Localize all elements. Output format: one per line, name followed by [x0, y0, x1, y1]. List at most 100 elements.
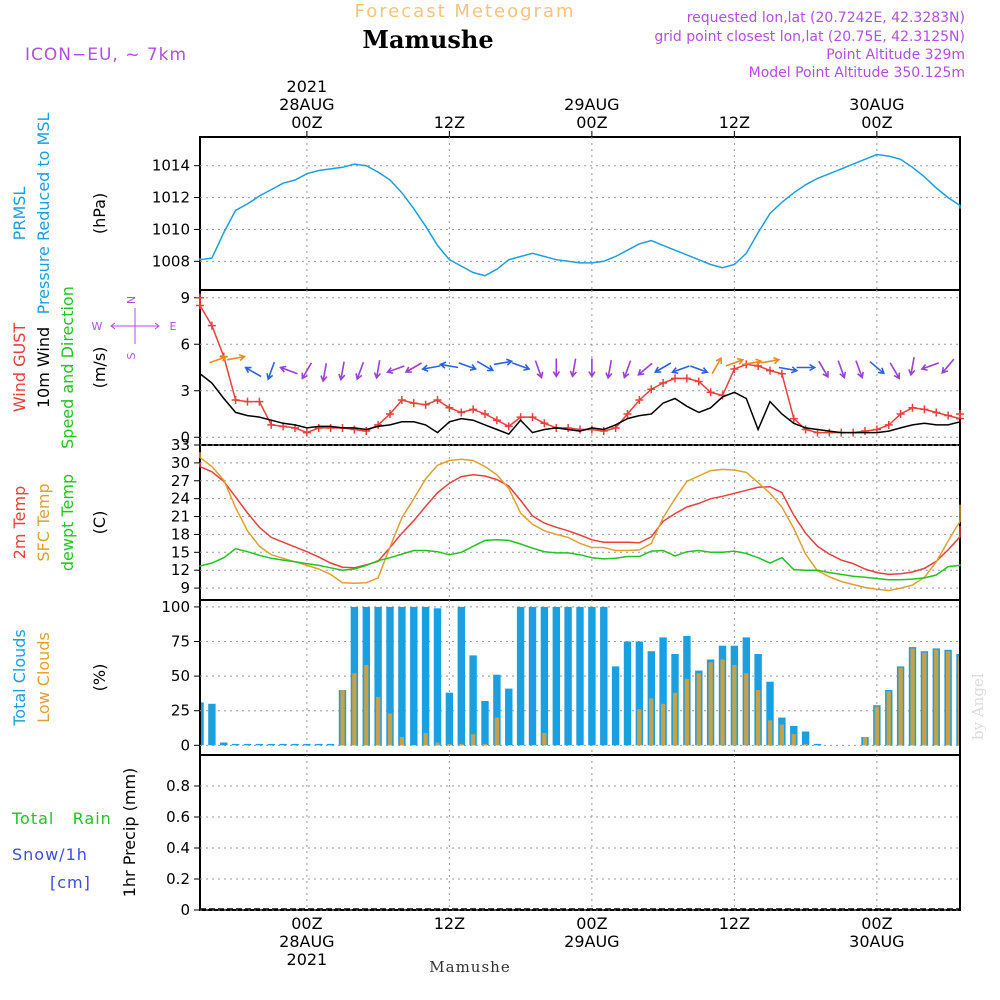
wind-direction-arrow — [855, 360, 864, 379]
wind-gust-marker — [326, 423, 335, 432]
clouds-bar-total-clouds — [398, 606, 406, 746]
clouds-bar-low-clouds — [672, 692, 678, 746]
wind-direction-arrow — [279, 365, 298, 375]
wind-gust-marker — [956, 410, 964, 418]
wind-gust-marker — [694, 377, 703, 386]
top-time-label: 00Z — [861, 113, 892, 132]
bottom-time-label: 29AUG — [564, 932, 619, 951]
wind-direction-arrow — [941, 358, 955, 374]
wind-direction-arrow — [534, 360, 544, 379]
wind-gust-marker — [207, 321, 216, 330]
clouds-bar-total-clouds — [469, 655, 477, 746]
precip-ytick-label: 0.4 — [166, 839, 190, 857]
wind-gust-marker — [350, 425, 359, 434]
wind-gust-marker — [825, 428, 834, 437]
temperature-ytick-label: 9 — [180, 579, 190, 597]
wind-gust-marker — [884, 420, 893, 429]
wind-direction-arrow — [320, 363, 328, 383]
clouds-bar-low-clouds — [708, 662, 713, 746]
wind-direction-arrow — [493, 358, 514, 366]
clouds-bar-total-clouds — [410, 606, 418, 746]
clouds-bar-low-clouds — [874, 706, 879, 746]
wind-ytick-label: 3 — [180, 382, 190, 400]
compass-e-label: E — [170, 320, 177, 333]
wind-direction-arrow — [653, 362, 672, 373]
temperature-ytick-label: 30 — [171, 454, 190, 472]
wind-ytick-label: 6 — [180, 335, 190, 353]
pressure-axis-title-line: PRMSL — [10, 187, 29, 241]
clouds-bar-total-clouds — [255, 743, 264, 746]
clouds-bar-low-clouds — [732, 665, 737, 746]
wind-gust-marker — [540, 419, 549, 428]
requested-coords: requested lon,lat (20.7242E, 42.3283N) — [687, 10, 965, 26]
bottom-time-label: 00Z — [861, 914, 892, 933]
clouds-bar-total-clouds — [315, 743, 323, 746]
model-altitude: Model Point Altitude 350.125m — [749, 65, 965, 81]
footer-location: Mamushe — [429, 958, 510, 976]
wind-gust-marker — [457, 408, 466, 417]
pressure-axis-title-line: Pressure Reduced to MSL — [34, 112, 53, 314]
precip-ytick-label: 0.2 — [166, 870, 190, 888]
wind-gust-marker — [671, 374, 679, 383]
wind-direction-arrow — [458, 362, 478, 371]
wind-direction-arrow — [421, 364, 441, 372]
clouds-bar-low-clouds — [767, 720, 773, 746]
chart-type-title: Forecast Meteogram — [354, 1, 575, 22]
wind-gust-marker — [374, 420, 383, 429]
clouds-bar-total-clouds — [208, 703, 216, 746]
top-time-label: 28AUG — [279, 95, 334, 114]
wind-gust-marker — [777, 369, 786, 378]
temperature-ytick-label: 24 — [171, 490, 190, 508]
precip-panel-frame — [199, 754, 961, 911]
pressure-unit-label: (hPa) — [90, 193, 109, 234]
temperature-ytick-label: 12 — [171, 561, 190, 579]
clouds-bar-total-clouds — [421, 606, 430, 746]
wind-gust-marker — [243, 397, 252, 406]
grid-point-coords: grid point closest lon,lat (20.75E, 42.3… — [654, 29, 965, 45]
clouds-bar-total-clouds — [303, 743, 311, 746]
wind-ytick-label: 0 — [180, 428, 190, 446]
clouds-ytick-label: 100 — [161, 598, 190, 616]
wind-direction-arrow — [818, 360, 829, 379]
clouds-bar-total-clouds — [243, 743, 252, 746]
wind-direction-arrow — [671, 365, 690, 374]
wind-gust-marker — [255, 397, 264, 406]
clouds-bar-low-clouds — [447, 743, 452, 746]
wind-gust-marker — [492, 416, 501, 425]
clouds-bar-low-clouds — [684, 678, 689, 746]
compass-s-label: S — [125, 352, 138, 359]
temperature-axis-title-line: 2m Temp — [10, 486, 29, 560]
clouds-bar-low-clouds — [791, 734, 796, 746]
clouds-bar-low-clouds — [637, 709, 642, 746]
wind-gust-marker — [706, 388, 715, 397]
clouds-bar-total-clouds — [552, 606, 560, 746]
wind-gust-marker — [528, 413, 537, 422]
wind-direction-arrow — [908, 356, 916, 377]
wind-gust-marker — [766, 366, 774, 375]
temperature-series-sfc-temp — [199, 452, 961, 592]
clouds-ytick-label: 0 — [180, 736, 190, 754]
pressure-panel-frame — [199, 136, 961, 291]
pressure-series-prmsl — [199, 153, 961, 277]
wind-direction-arrow — [690, 365, 709, 374]
chart-layer: 1008 1010 1012 1014 (hPa) PRMSL Pressure Reduc… — [10, 77, 964, 969]
wind-gust-marker — [433, 396, 442, 405]
temperature-series-dewpt-temp — [199, 539, 961, 581]
point-altitude: Point Altitude 329m — [826, 47, 965, 63]
wind-direction-arrow — [226, 353, 247, 362]
clouds-ytick-label: 50 — [171, 667, 190, 685]
top-time-label: 00Z — [291, 113, 322, 132]
wind-direction-arrow — [552, 358, 560, 379]
bottom-time-label: 00Z — [576, 914, 607, 933]
wind-direction-arrow — [796, 363, 817, 372]
clouds-bar-total-clouds — [481, 701, 489, 746]
wind-direction-arrow — [588, 358, 596, 379]
clouds-bar-total-clouds — [231, 743, 240, 746]
clouds-bar-total-clouds — [505, 688, 513, 746]
pressure-ytick-label: 1014 — [152, 157, 190, 175]
wind-gust-marker — [920, 405, 929, 414]
clouds-bar-total-clouds — [813, 743, 822, 746]
clouds-bar-low-clouds — [946, 651, 951, 746]
wind-gust-marker — [564, 423, 573, 432]
clouds-bar-low-clouds — [922, 652, 927, 746]
